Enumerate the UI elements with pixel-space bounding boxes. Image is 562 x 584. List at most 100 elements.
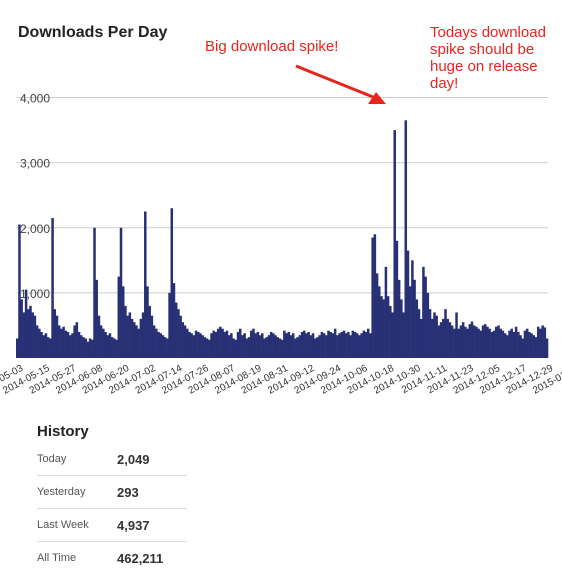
bar xyxy=(327,330,330,358)
bar xyxy=(280,339,284,358)
bar xyxy=(234,339,238,358)
bar xyxy=(110,337,114,358)
bar xyxy=(422,266,425,358)
bar xyxy=(519,335,522,358)
bar xyxy=(230,333,233,358)
bar xyxy=(256,331,260,358)
bar xyxy=(185,328,189,358)
bar xyxy=(536,326,540,358)
bar xyxy=(278,338,282,358)
bar xyxy=(194,330,198,358)
bar xyxy=(130,318,134,358)
bar xyxy=(113,338,116,358)
bar xyxy=(203,337,207,358)
bar xyxy=(75,322,79,358)
bar xyxy=(514,326,518,358)
bar xyxy=(152,325,156,358)
bar xyxy=(431,318,434,358)
bar xyxy=(150,315,154,358)
bar xyxy=(210,333,213,358)
bar xyxy=(419,318,423,358)
history-title: History xyxy=(37,423,89,440)
bar xyxy=(172,283,176,358)
bar xyxy=(457,328,460,358)
bar xyxy=(86,341,90,358)
bar xyxy=(389,305,392,358)
bar xyxy=(283,330,286,358)
bar xyxy=(291,333,295,358)
bar xyxy=(51,218,54,358)
y-tick-label: 4,000 xyxy=(20,92,50,106)
history-value: 462,211 xyxy=(117,551,164,566)
bar xyxy=(274,335,277,358)
bar xyxy=(287,331,291,358)
bar xyxy=(139,318,143,358)
bar xyxy=(294,338,297,358)
bar xyxy=(53,309,57,358)
bar xyxy=(272,333,275,358)
bar xyxy=(448,322,452,358)
bar xyxy=(386,296,390,358)
bar xyxy=(437,325,441,358)
bar xyxy=(166,338,169,358)
bar xyxy=(258,335,262,358)
bar xyxy=(468,324,472,358)
history-row-last-week: Last Week 4,937 xyxy=(37,509,187,542)
bar xyxy=(296,337,299,358)
bar xyxy=(311,333,315,358)
bar xyxy=(300,331,304,358)
bar xyxy=(499,328,502,358)
bar xyxy=(263,338,266,358)
bar xyxy=(477,328,480,358)
bar xyxy=(124,305,127,358)
history-label: Today xyxy=(37,453,67,465)
bar xyxy=(243,333,246,358)
bar xyxy=(174,302,178,358)
bar xyxy=(80,335,83,358)
bar xyxy=(517,331,520,358)
bar xyxy=(318,335,321,358)
bar xyxy=(197,331,200,358)
bar xyxy=(411,260,414,358)
bar xyxy=(77,331,81,358)
bar xyxy=(42,335,45,358)
bar xyxy=(93,227,96,358)
bar xyxy=(18,224,21,358)
bar xyxy=(426,292,430,358)
bar xyxy=(380,296,383,358)
bar xyxy=(261,333,264,358)
bar xyxy=(64,330,68,358)
bar xyxy=(144,211,147,358)
bar xyxy=(267,335,271,358)
bar xyxy=(521,338,525,358)
bar xyxy=(528,331,531,358)
bar xyxy=(146,286,149,358)
bar xyxy=(353,331,357,358)
y-tick-label: 2,000 xyxy=(20,222,50,236)
bar xyxy=(349,335,352,358)
bar xyxy=(82,337,85,358)
bar xyxy=(27,309,30,358)
bar xyxy=(490,331,494,358)
bar xyxy=(373,234,377,358)
bar xyxy=(541,325,544,358)
bar xyxy=(179,315,182,358)
bar xyxy=(325,335,328,358)
bar xyxy=(236,331,240,358)
bar xyxy=(435,315,438,358)
bar xyxy=(378,286,381,358)
bar xyxy=(479,330,483,358)
bar xyxy=(126,315,129,358)
chart-title: Downloads Per Day xyxy=(18,24,168,41)
bar xyxy=(221,328,224,358)
bar xyxy=(115,339,118,358)
bar xyxy=(177,309,180,358)
history-label: All Time xyxy=(37,552,77,564)
bar xyxy=(247,337,251,358)
bar xyxy=(366,328,370,358)
bar xyxy=(320,331,324,358)
bar xyxy=(464,326,467,358)
annotation-arrow-head xyxy=(368,92,386,104)
bar xyxy=(161,335,165,358)
